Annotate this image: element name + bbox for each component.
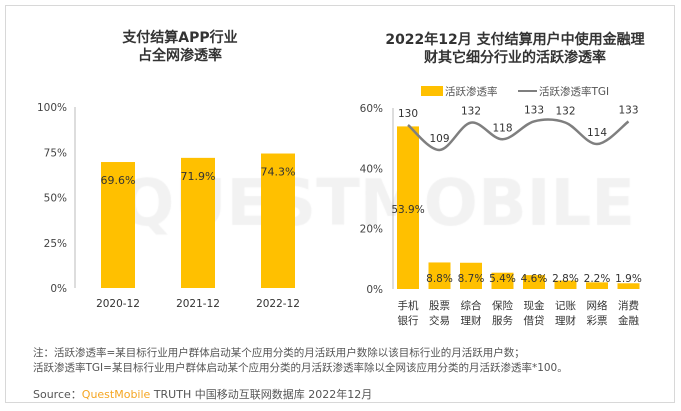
tgi-data-label: 133 — [524, 104, 544, 116]
source-text: TRUTH 中国移动互联网数据库 2022年12月 — [153, 388, 373, 401]
note-line-1: 注：活跃渗透率=某目标行业用户群体启动某个应用分类的月活跃用户数除以该目标行业的… — [33, 347, 525, 359]
legend-bar-swatch — [421, 86, 443, 96]
right-x-tick-label: 理财 — [461, 314, 482, 327]
right-x-tick-label: 银行 — [398, 314, 419, 327]
right-x-tick-label: 理财 — [555, 314, 576, 327]
left-x-tick-label: 2022-12 — [256, 298, 300, 310]
right-x-tick-label: 综合 — [461, 299, 482, 312]
left-bar-label: 69.6% — [101, 174, 136, 187]
right-x-tick-label: 借贷 — [524, 314, 545, 327]
right-bar-label: 2.8% — [552, 273, 579, 285]
right-bar — [428, 262, 451, 289]
left-y-tick-label: 25% — [44, 238, 67, 250]
right-title-line-1: 2022年12月 支付结算用户中使用金融理 — [385, 32, 645, 48]
left-y-tick-label: 75% — [44, 147, 67, 159]
tgi-data-label: 118 — [492, 122, 512, 134]
right-x-tick-label: 股票 — [429, 300, 450, 312]
right-bar — [491, 272, 514, 289]
source-line: Source：QuestMobile TRUTH 中国移动互联网数据库 2022… — [33, 386, 372, 402]
right-title-line-2: 财其它细分行业的活跃渗透率 — [424, 50, 606, 66]
right-x-tick-label: 金融 — [618, 314, 639, 327]
left-bar-label: 74.3% — [261, 166, 296, 179]
right-chart-title: 2022年12月 支付结算用户中使用金融理 财其它细分行业的活跃渗透率 — [355, 31, 675, 67]
source-label: Source： — [33, 388, 82, 401]
tgi-line — [407, 118, 630, 152]
right-y-tick-label: 40% — [360, 163, 383, 175]
right-bar — [586, 282, 608, 289]
left-x-tick-label: 2020-12 — [96, 298, 140, 310]
right-x-tick-label: 交易 — [429, 314, 450, 327]
left-x-tick-label: 2021-12 — [176, 298, 220, 310]
left-title-line-1: 支付结算APP行业 — [122, 30, 238, 46]
right-bar — [617, 283, 640, 289]
tgi-data-label: 132 — [461, 106, 481, 118]
left-chart-title: 支付结算APP行业 占全网渗透率 — [60, 29, 300, 65]
right-bar-label: 5.4% — [489, 273, 516, 285]
legend-bar-label: 活跃渗透率 — [445, 85, 498, 98]
tgi-data-label: 109 — [429, 133, 449, 145]
right-x-tick-label: 网络 — [587, 299, 608, 312]
left-bar — [261, 153, 295, 288]
right-bar-label: 8.8% — [426, 273, 453, 285]
left-y-tick-label: 50% — [44, 193, 67, 205]
right-x-tick-label: 彩票 — [587, 315, 608, 327]
right-bar-label: 4.6% — [521, 273, 548, 285]
left-y-tick-label: 100% — [37, 102, 67, 114]
left-title-line-2: 占全网渗透率 — [138, 48, 222, 64]
right-x-tick-label: 现金 — [524, 299, 545, 312]
tgi-data-label: 133 — [618, 104, 638, 116]
right-bar-label: 53.9% — [391, 204, 424, 216]
right-x-tick-label: 手机 — [398, 299, 419, 312]
right-x-tick-label: 保险 — [492, 299, 513, 312]
right-x-tick-label: 服务 — [492, 314, 513, 327]
right-bar — [554, 280, 577, 289]
tgi-data-label: 130 — [398, 108, 418, 120]
left-bar-label: 71.9% — [181, 170, 216, 183]
right-y-tick-label: 60% — [360, 103, 383, 115]
right-bar — [460, 262, 482, 289]
right-y-tick-label: 0% — [366, 284, 383, 296]
right-bar-label: 1.9% — [615, 273, 642, 285]
right-x-tick-label: 消费 — [618, 299, 639, 312]
tgi-data-label: 132 — [555, 106, 575, 118]
right-bar-label: 8.7% — [458, 273, 485, 285]
right-bar — [397, 126, 419, 289]
right-bar-label: 2.2% — [584, 273, 611, 285]
tgi-data-label: 114 — [587, 127, 607, 139]
left-bar — [181, 157, 215, 288]
right-y-tick-label: 20% — [360, 224, 383, 236]
left-y-tick-label: 0% — [50, 283, 67, 295]
left-bar — [101, 162, 135, 288]
source-brand: QuestMobile — [81, 388, 151, 401]
legend-line-label: 活跃渗透率TGI — [539, 85, 609, 98]
right-bar — [523, 275, 545, 289]
note-line-2: 活跃渗透率TGI=某目标行业用户群体启动某个应用分类的月活跃渗透率除以全网该应用… — [33, 362, 568, 374]
right-x-tick-label: 记账 — [555, 300, 576, 312]
